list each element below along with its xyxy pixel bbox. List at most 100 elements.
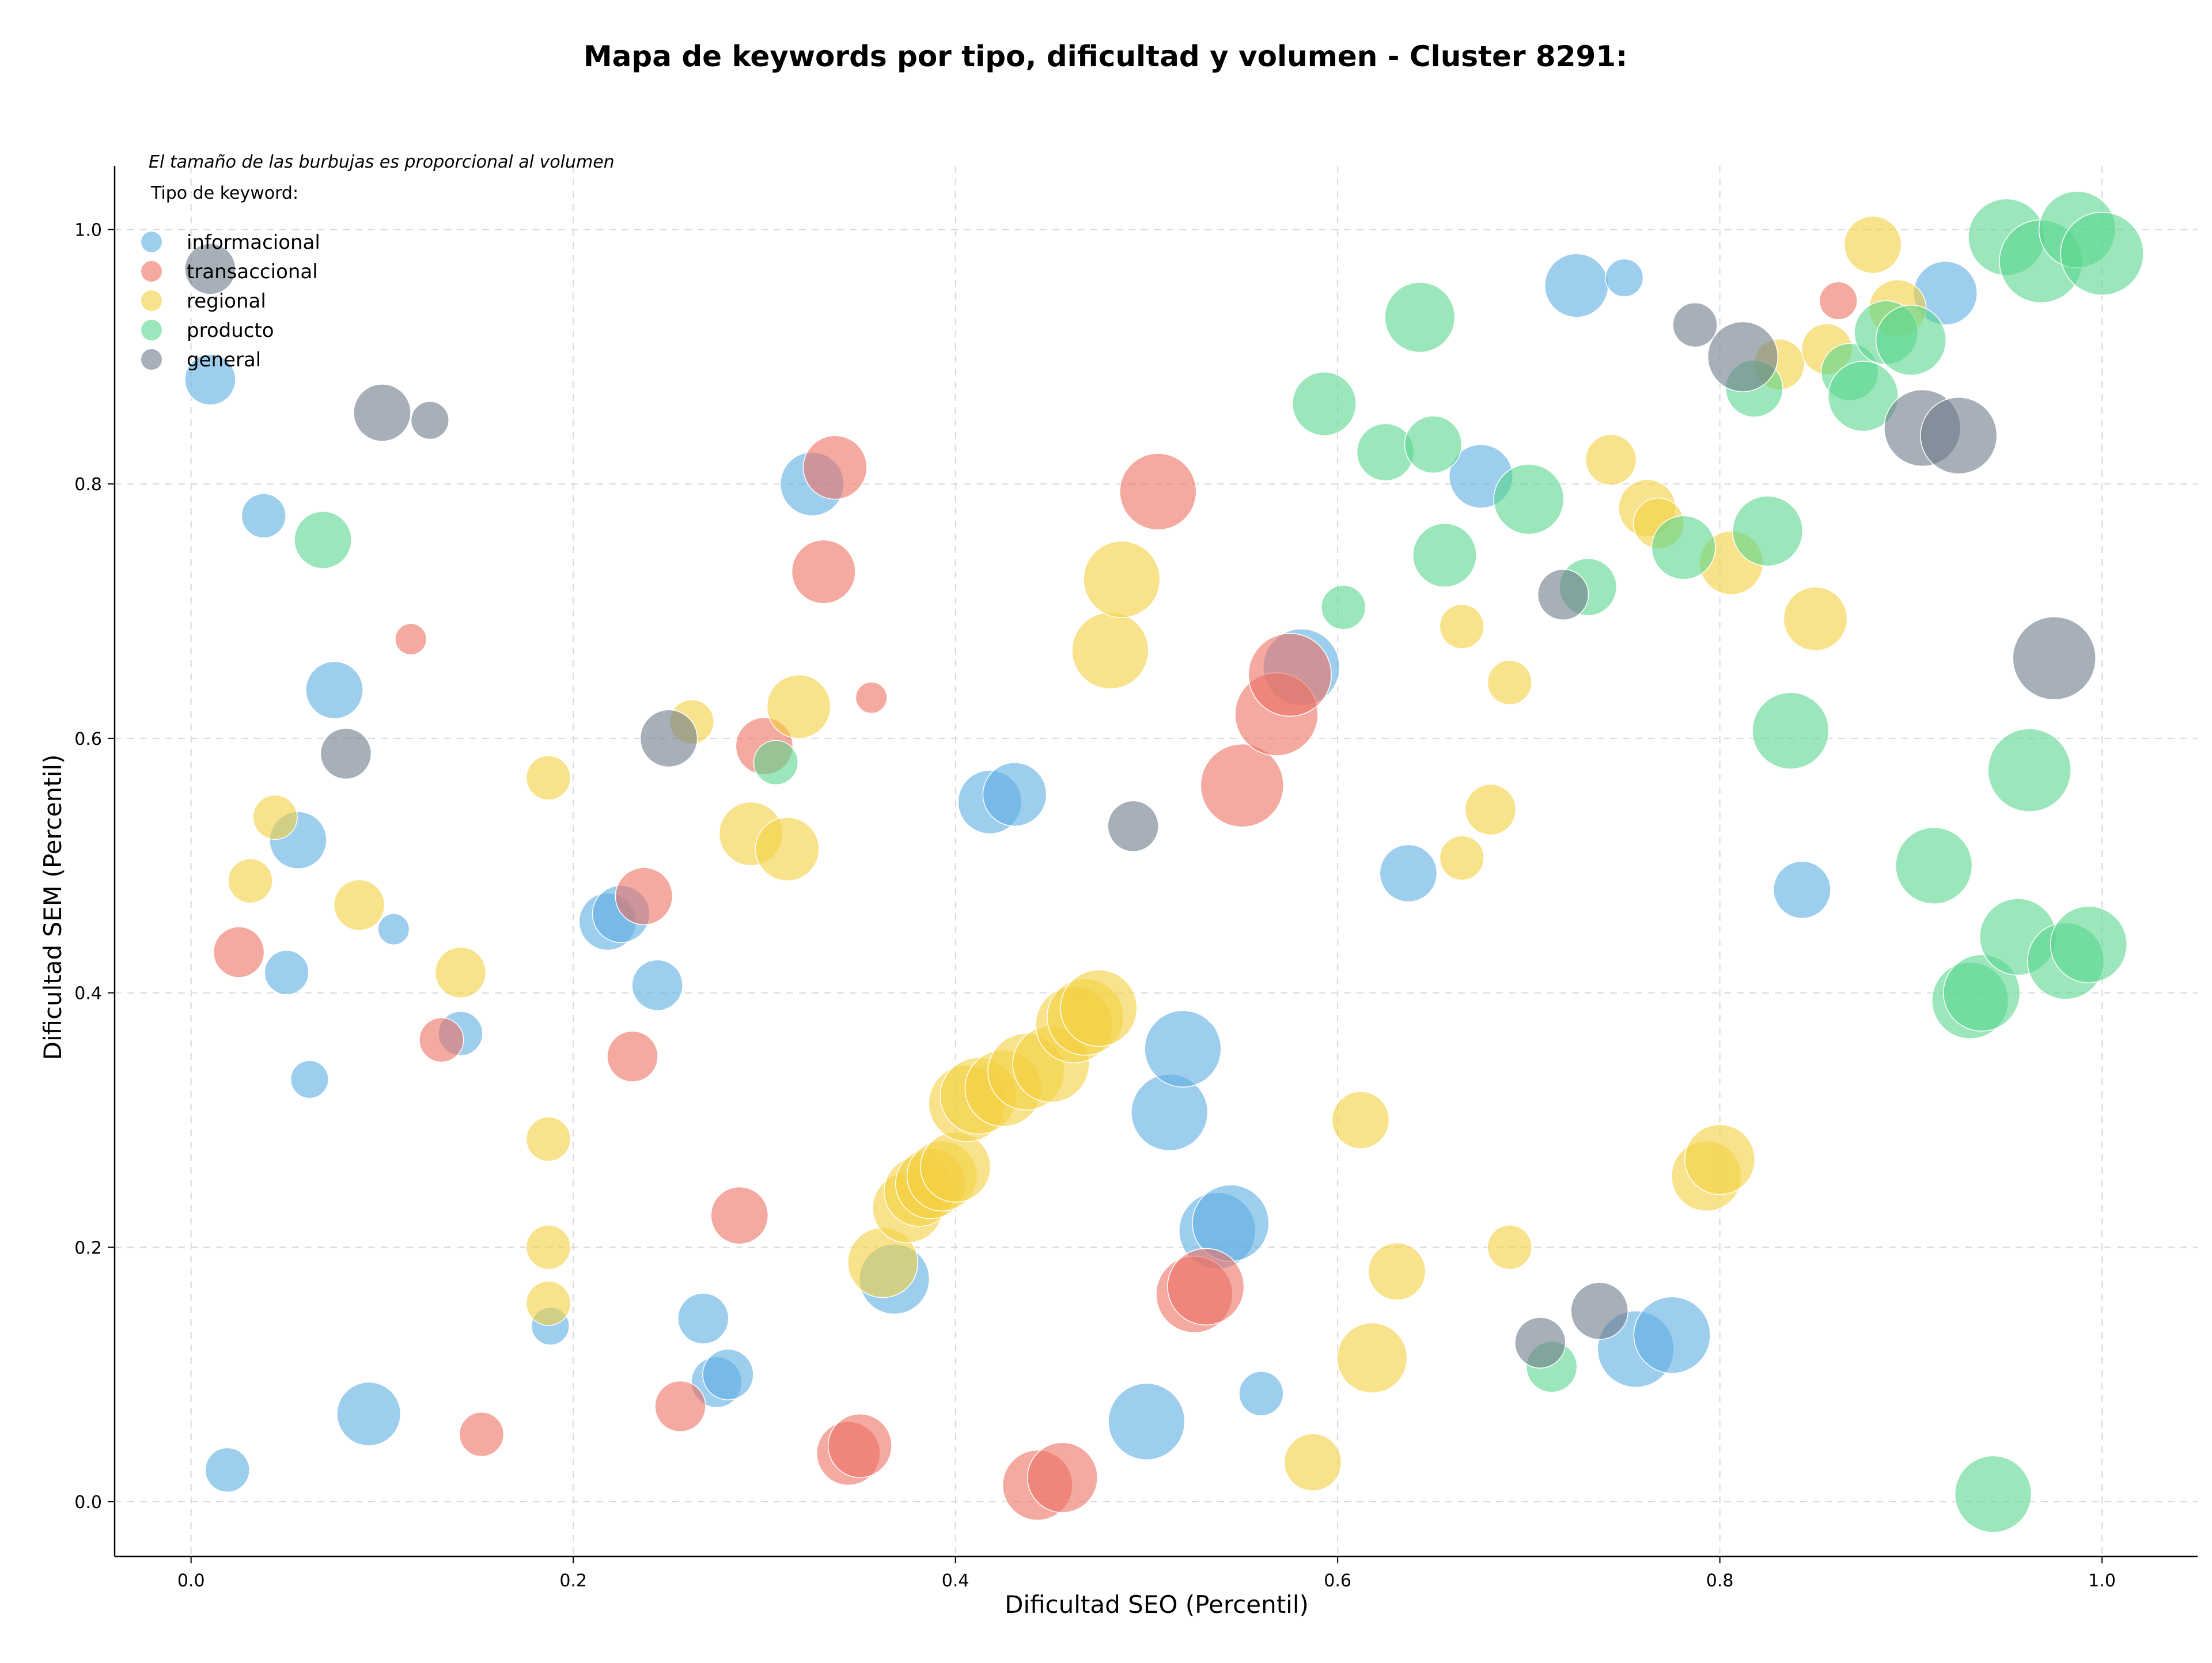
bubble-regional (525, 1281, 571, 1326)
bubble-producto (1651, 515, 1716, 580)
bubble-producto (1875, 305, 1946, 376)
axes-spines (113, 166, 2198, 1558)
bubble-informacional (377, 913, 410, 946)
bubble-regional (1487, 660, 1532, 705)
bubble-producto (1404, 415, 1463, 474)
bubble-transaccional (1248, 632, 1332, 717)
bubble-transaccional (654, 1380, 706, 1433)
bubble-informacional (1633, 1296, 1711, 1374)
bubble-regional (228, 858, 273, 904)
legend-label-regional: regional (187, 290, 266, 313)
bubble-regional (1783, 586, 1848, 651)
bubble-informacional (1379, 844, 1438, 903)
bubble-informacional (1605, 258, 1644, 297)
bubble-transaccional (459, 1411, 505, 1457)
bubble-general (320, 728, 372, 780)
bubble-informacional (1131, 1074, 1209, 1151)
bubble-producto (1752, 692, 1830, 770)
y-tick-label: 0.6 (74, 729, 102, 749)
bubble-producto (1412, 522, 1477, 588)
bubble-informacional (305, 661, 363, 719)
bubble-producto (1954, 1455, 2032, 1533)
bubble-informacional (677, 1293, 729, 1344)
y-tick-label: 0.0 (74, 1492, 102, 1513)
legend-label-informacional: informacional (187, 231, 320, 254)
size-note: El tamaño de las burbujas es proporciona… (149, 152, 615, 172)
bubble-informacional (1772, 861, 1831, 919)
bubble-informacional (336, 1381, 402, 1446)
bubbles (184, 191, 2144, 1533)
x-tick-label: 1.0 (2088, 1571, 2116, 1591)
bubble-general (1672, 302, 1718, 348)
bubble-general (639, 709, 698, 768)
bubble-regional (766, 674, 831, 739)
bubble-regional (252, 794, 298, 840)
bubble-general (2012, 616, 2096, 700)
x-tick-label: 0.0 (177, 1571, 205, 1591)
legend-title: Tipo de keyword: (150, 183, 298, 203)
bubble-general (1107, 800, 1159, 853)
bubble-regional (1439, 835, 1484, 881)
bubble-general (1570, 1282, 1628, 1340)
x-axis-label: Dificultad SEO (Percentil) (1005, 1590, 1309, 1619)
bubble-regional (920, 1131, 991, 1203)
y-tick-label: 1.0 (74, 220, 102, 240)
bubble-regional (1071, 612, 1149, 690)
legend-marker-producto (141, 320, 162, 340)
bubble-transaccional (1027, 1442, 1098, 1513)
bubble-producto (1384, 282, 1456, 353)
bubble-producto (1493, 464, 1565, 535)
bubble-producto (1320, 585, 1366, 630)
bubble-regional (1585, 434, 1637, 486)
bubble-producto (1942, 954, 2021, 1032)
y-tick-label: 0.8 (74, 475, 102, 495)
bubble-informacional (204, 1447, 250, 1492)
bubble-regional (755, 817, 820, 881)
bubble-producto (1987, 728, 2071, 812)
x-tick-label: 0.2 (559, 1571, 587, 1591)
legend-marker-general (141, 349, 162, 370)
x-tick-label: 0.4 (942, 1571, 969, 1591)
bubble-transaccional (1200, 743, 1285, 828)
y-tick-label: 0.2 (74, 1238, 102, 1258)
legend-marker-informacional (141, 232, 162, 252)
bubble-regional (1083, 540, 1161, 618)
bubble-informacional (241, 493, 286, 539)
bubble-transaccional (1167, 1248, 1245, 1325)
bubble-regional (1843, 215, 1902, 274)
legend: informacional transaccional regional produc… (141, 231, 320, 372)
bubble-informacional (631, 959, 683, 1012)
bubble-producto (1895, 827, 1973, 904)
bubble-general (353, 384, 411, 442)
bubble-regional (1464, 783, 1517, 836)
bubble-informacional (1544, 253, 1609, 318)
bubble-transaccional (395, 623, 427, 656)
y-axis-label: Dificultad SEM (Percentil) (39, 755, 67, 1060)
bubble-general (1537, 569, 1589, 621)
bubble-producto (2050, 906, 2128, 983)
x-axis-ticks: 0.0 0.2 0.4 0.6 0.8 1.0 (177, 1556, 2116, 1591)
legend-label-transaccional: transaccional (187, 260, 318, 283)
bubble-informacional (184, 354, 236, 406)
bubble-transaccional (213, 926, 265, 978)
bubble-transaccional (419, 1017, 464, 1063)
bubble-general (1514, 1317, 1566, 1369)
x-tick-label: 0.6 (1324, 1571, 1351, 1591)
legend-marker-transaccional (141, 261, 162, 282)
bubble-regional (1060, 969, 1138, 1047)
bubble-transaccional (1119, 453, 1197, 531)
legend-marker-regional (141, 290, 162, 311)
bubble-transaccional (710, 1186, 769, 1245)
bubble-regional (1283, 1433, 1342, 1491)
bubble-producto (753, 740, 798, 785)
bubble-regional (1439, 604, 1484, 649)
bubble-transaccional (827, 1413, 892, 1478)
bubble-regional (1487, 1225, 1532, 1270)
bubble-general (1920, 397, 1998, 475)
bubble-informacional (1238, 1371, 1284, 1416)
bubble-transaccional (607, 1031, 658, 1082)
bubble-regional (525, 755, 571, 801)
bubble-producto (294, 510, 352, 569)
y-axis-ticks: 0.0 0.2 0.4 0.6 0.8 1.0 (74, 220, 115, 1513)
